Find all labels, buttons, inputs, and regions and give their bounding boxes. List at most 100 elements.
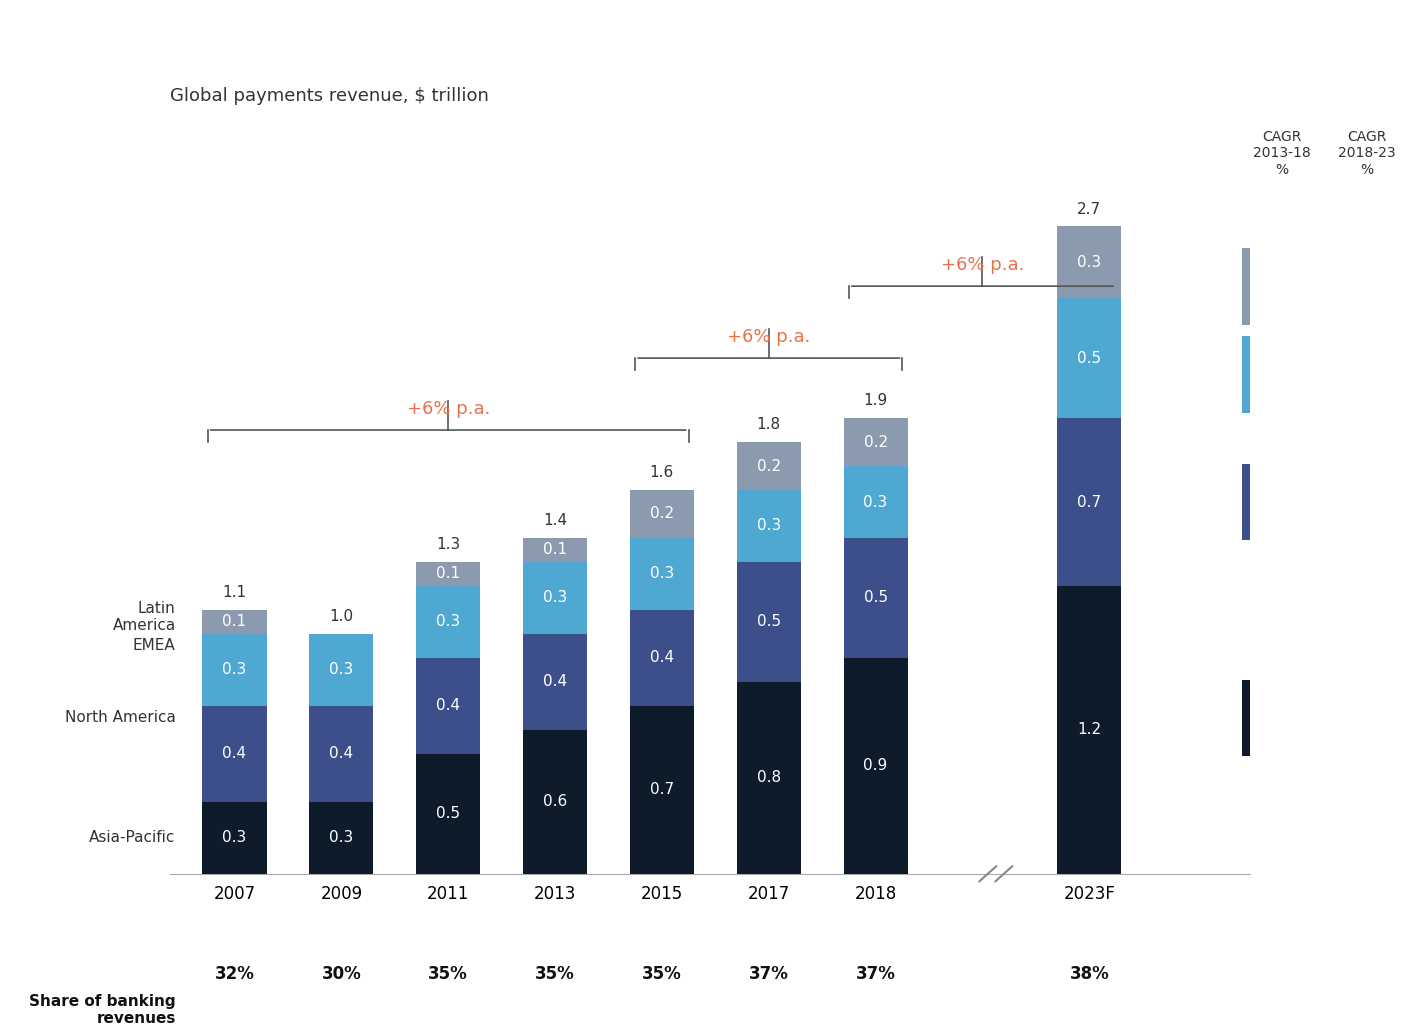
Text: 8: 8 <box>1267 710 1275 726</box>
Bar <box>310 802 373 874</box>
Text: 35%: 35% <box>535 965 575 983</box>
Text: CAGR
2018-23
%: CAGR 2018-23 % <box>1338 131 1396 177</box>
Text: 38%: 38% <box>1069 965 1109 983</box>
Text: 0.3: 0.3 <box>223 662 247 677</box>
Text: 1.2: 1.2 <box>1078 723 1102 737</box>
Text: 37%: 37% <box>748 965 788 983</box>
Text: 0.3: 0.3 <box>223 831 247 845</box>
Bar <box>843 466 907 538</box>
Bar <box>630 538 694 610</box>
Text: Latin
America: Latin America <box>112 601 176 633</box>
Text: 0.2: 0.2 <box>863 435 888 449</box>
Text: 1.0: 1.0 <box>329 610 354 624</box>
Text: 1.3: 1.3 <box>436 538 460 552</box>
Text: Asia-Pacific: Asia-Pacific <box>89 831 176 845</box>
Bar <box>203 610 267 634</box>
Text: +6% p.a.: +6% p.a. <box>941 256 1024 274</box>
Text: 35%: 35% <box>642 965 682 983</box>
Text: +6% p.a.: +6% p.a. <box>727 328 811 346</box>
Text: 0.7: 0.7 <box>650 782 674 798</box>
Bar <box>630 706 694 874</box>
Bar <box>737 442 801 490</box>
Text: 0.4: 0.4 <box>436 698 460 713</box>
Text: Share of banking
revenues: Share of banking revenues <box>30 994 176 1026</box>
Text: +6% p.a.: +6% p.a. <box>406 400 490 418</box>
Text: 0.5: 0.5 <box>1078 351 1102 366</box>
Text: 0.3: 0.3 <box>436 615 460 629</box>
Bar <box>843 538 907 658</box>
Bar <box>523 538 586 562</box>
Text: Global payments revenue, $ trillion: Global payments revenue, $ trillion <box>170 87 490 105</box>
Bar <box>523 730 586 874</box>
Text: 0.3: 0.3 <box>1078 255 1102 269</box>
Bar <box>737 682 801 874</box>
Text: 0.1: 0.1 <box>223 615 247 629</box>
Text: CAGR
2013-18
%: CAGR 2013-18 % <box>1252 131 1311 177</box>
Text: 0.3: 0.3 <box>542 590 567 605</box>
Text: 0.5: 0.5 <box>436 806 460 821</box>
Text: 0.2: 0.2 <box>650 507 674 521</box>
Bar <box>1058 418 1122 586</box>
Text: 30%: 30% <box>321 965 361 983</box>
Text: 0.3: 0.3 <box>650 566 674 582</box>
Text: 1.1: 1.1 <box>223 585 247 600</box>
Bar <box>416 754 480 874</box>
FancyBboxPatch shape <box>1328 680 1386 757</box>
Text: 6: 6 <box>1267 494 1275 510</box>
Text: 0.3: 0.3 <box>757 518 781 534</box>
Bar <box>203 634 267 706</box>
FancyBboxPatch shape <box>1241 336 1301 413</box>
Text: EMEA: EMEA <box>133 638 176 654</box>
Text: 2.7: 2.7 <box>1078 201 1102 217</box>
Bar <box>203 706 267 802</box>
FancyBboxPatch shape <box>1328 248 1386 325</box>
Text: 7: 7 <box>1352 710 1362 726</box>
Text: 37%: 37% <box>856 965 896 983</box>
Bar <box>310 634 373 706</box>
Text: 35%: 35% <box>429 965 469 983</box>
Text: 1.4: 1.4 <box>542 513 567 528</box>
Bar <box>523 634 586 730</box>
Text: 5: 5 <box>1352 367 1362 382</box>
Bar <box>310 706 373 802</box>
Text: 0.9: 0.9 <box>863 759 888 773</box>
FancyBboxPatch shape <box>1241 464 1301 541</box>
Text: 0.4: 0.4 <box>223 746 247 762</box>
Bar <box>630 490 694 538</box>
Bar <box>523 562 586 634</box>
Text: 1.6: 1.6 <box>650 466 674 480</box>
Bar <box>1058 298 1122 418</box>
Bar <box>1058 226 1122 298</box>
Bar <box>630 610 694 706</box>
Text: 0.1: 0.1 <box>542 543 567 557</box>
Bar <box>416 562 480 586</box>
Text: 0.1: 0.1 <box>436 566 460 582</box>
Bar <box>843 418 907 466</box>
FancyBboxPatch shape <box>1241 248 1301 325</box>
Text: 0.5: 0.5 <box>757 615 781 629</box>
Text: 14: 14 <box>1261 279 1281 294</box>
FancyBboxPatch shape <box>1328 464 1386 541</box>
Text: 5: 5 <box>1352 494 1362 510</box>
Text: 0.3: 0.3 <box>329 662 354 677</box>
FancyBboxPatch shape <box>1328 336 1386 413</box>
Text: North America: North America <box>65 710 176 726</box>
Text: 7: 7 <box>1352 279 1362 294</box>
Bar <box>416 658 480 754</box>
Text: 0.2: 0.2 <box>757 458 781 474</box>
Text: 0.5: 0.5 <box>863 590 888 605</box>
Text: 0.4: 0.4 <box>542 674 567 690</box>
Text: 1.9: 1.9 <box>863 394 888 408</box>
Text: 2: 2 <box>1267 367 1275 382</box>
Bar <box>1058 586 1122 874</box>
Text: 0.4: 0.4 <box>650 651 674 665</box>
Bar <box>203 802 267 874</box>
Text: 0.7: 0.7 <box>1078 494 1102 510</box>
Text: 32%: 32% <box>214 965 254 983</box>
Text: 0.4: 0.4 <box>329 746 354 762</box>
Bar <box>737 490 801 562</box>
FancyBboxPatch shape <box>1241 680 1301 757</box>
Text: 0.3: 0.3 <box>863 494 888 510</box>
Text: 0.8: 0.8 <box>757 770 781 785</box>
Bar <box>737 562 801 682</box>
